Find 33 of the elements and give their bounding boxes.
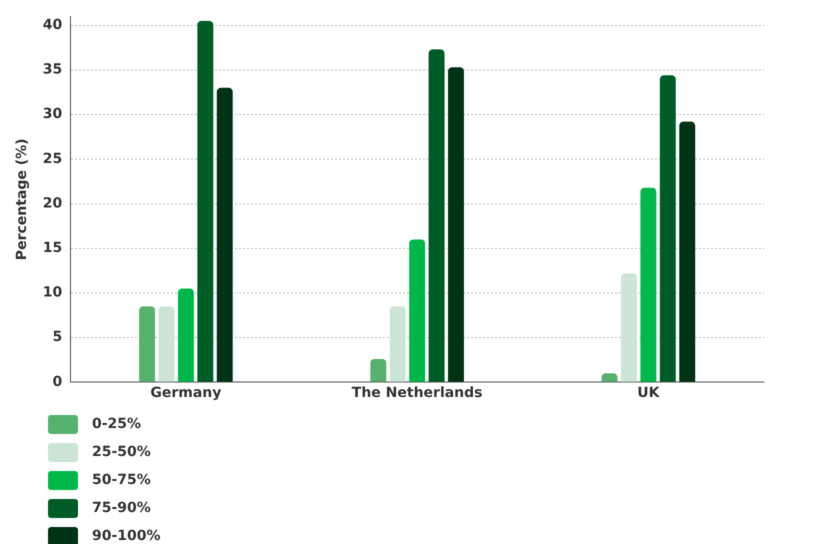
- bar: [409, 239, 426, 382]
- bar: [197, 20, 214, 382]
- legend-label: 0-25%: [92, 416, 142, 432]
- bar: [178, 288, 194, 382]
- bar: [390, 306, 406, 382]
- x-tick-label: UK: [637, 385, 661, 402]
- y-tick-label: 5: [52, 329, 62, 346]
- bar: [158, 306, 174, 382]
- y-axis-title: Percentage (%): [14, 138, 30, 260]
- x-tick-label: Germany: [150, 385, 222, 402]
- x-tick-label: The Netherlands: [352, 385, 483, 402]
- legend-label: 50-75%: [92, 472, 151, 488]
- bar: [448, 67, 464, 382]
- y-tick-label: 15: [42, 240, 62, 256]
- bar: [602, 373, 618, 382]
- legend-label: 25-50%: [92, 444, 151, 460]
- y-tick-label: 20: [42, 195, 63, 212]
- bar: [216, 88, 233, 382]
- bar: [640, 188, 656, 382]
- y-tick-label: 10: [42, 284, 63, 301]
- bar: [620, 273, 637, 382]
- y-tick-label: 35: [42, 62, 62, 78]
- bar: [660, 75, 676, 382]
- bar: [370, 359, 386, 382]
- y-tick-label: 30: [42, 106, 63, 122]
- y-tick-label: 0: [52, 374, 63, 390]
- bar: [139, 306, 156, 382]
- bar: [679, 122, 696, 382]
- legend-label: 90-100%: [92, 528, 161, 544]
- y-tick-label: 40: [42, 16, 63, 33]
- legend-label: 75-90%: [92, 500, 151, 516]
- y-tick-label: 25: [42, 150, 62, 167]
- bar: [428, 49, 445, 382]
